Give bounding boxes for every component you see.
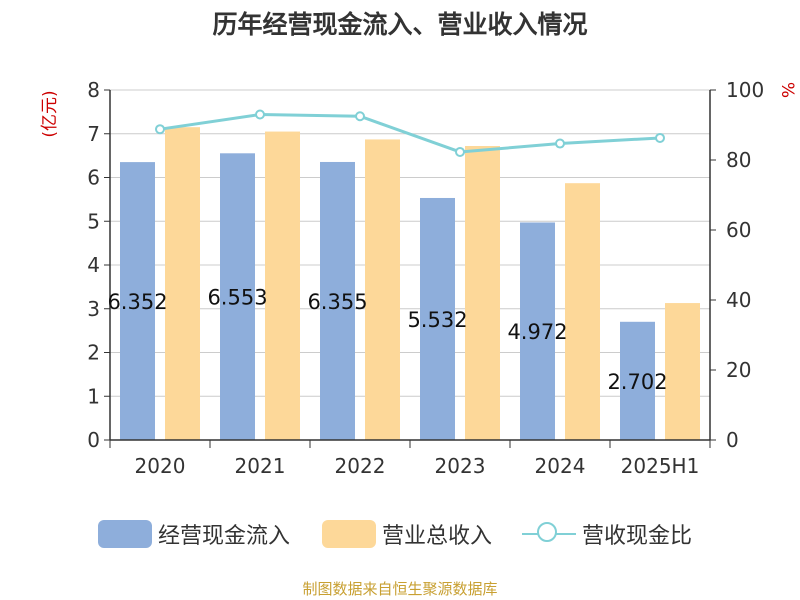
bar-cash-inflow: [220, 153, 255, 440]
source-note: 制图数据来自恒生聚源数据库: [302, 580, 498, 598]
bar-cash-inflow: [420, 197, 455, 440]
grid-lines: [110, 89, 710, 397]
data-label-cash-inflow: 4.972: [507, 320, 567, 344]
ratio-point: [655, 132, 665, 143]
legend-label-cash-inflow: 经营现金流入: [158, 524, 291, 549]
bar-revenue: [565, 183, 600, 440]
bar-cash-inflow: [320, 161, 355, 440]
ratio-line-path: [159, 112, 661, 154]
y-left-tick-label: 0: [87, 428, 100, 452]
bars: [120, 127, 700, 440]
bar-revenue: [365, 139, 400, 440]
legend-label-cash-ratio: 营收现金比: [582, 524, 693, 549]
y-right-tick-label: 80: [726, 148, 751, 172]
legend-item-cash-ratio[interactable]: 营收现金比: [522, 512, 692, 556]
chart-title: 历年经营现金流入、营业收入情况: [212, 10, 587, 39]
x-tick-label: 2020: [135, 454, 186, 478]
data-label-cash-inflow: 6.355: [307, 290, 367, 314]
bar-revenue: [665, 303, 700, 440]
y-right-tick-label: 0: [726, 428, 739, 452]
x-tick-label: 2023: [435, 454, 486, 478]
bar-revenue: [465, 146, 500, 440]
bar-cash-inflow: [520, 222, 555, 440]
bar-revenue: [265, 131, 300, 440]
legend-item-cash-inflow[interactable]: 经营现金流入: [98, 512, 290, 556]
y-right-tick-label: 40: [726, 288, 751, 312]
y-left-tick-label: 3: [87, 297, 100, 321]
legend-swatch-revenue: [322, 520, 376, 548]
y-right-tick-label: 20: [726, 358, 751, 382]
y-left-tick-label: 5: [87, 209, 100, 233]
legend-item-revenue[interactable]: 营业总收入: [322, 512, 492, 556]
data-label-cash-inflow: 2.702: [607, 370, 667, 394]
legend-label-revenue: 营业总收入: [382, 524, 493, 549]
y-left-tick-label: 2: [87, 341, 100, 365]
legend-swatch-cash-inflow: [98, 520, 152, 548]
legend: 经营现金流入 营业总收入 营收现金比: [0, 512, 800, 556]
y-left-tick-label: 6: [87, 166, 100, 190]
ratio-point: [555, 138, 565, 149]
x-tick-label: 2022: [335, 454, 386, 478]
ratio-point: [355, 111, 365, 122]
y-right-tick-label: 60: [726, 218, 751, 242]
x-tick-label: 2025H1: [621, 454, 700, 478]
y-right-tick-label: 100: [726, 78, 764, 102]
y-left-tick-label: 7: [87, 122, 100, 146]
x-tick-label: 2024: [535, 454, 586, 478]
data-labels: 6.352 6.553 6.355 5.532 4.972 2.702: [107, 286, 667, 394]
bar-cash-inflow: [620, 321, 655, 440]
ratio-point: [155, 124, 165, 135]
bar-revenue: [165, 127, 200, 440]
ratio-line: [155, 109, 665, 157]
data-label-cash-inflow: 6.352: [107, 290, 167, 314]
data-label-cash-inflow: 6.553: [207, 286, 267, 310]
ratio-point: [255, 109, 265, 120]
right-axis-unit-label: %: [777, 82, 797, 98]
left-axis-unit-label: (亿元): [40, 90, 60, 137]
y-left-tick-label: 8: [87, 78, 100, 102]
x-tick-label: 2021: [235, 454, 286, 478]
y-left-tick-label: 4: [87, 253, 100, 277]
legend-swatch-cash-ratio: [522, 520, 576, 548]
bar-cash-inflow: [120, 162, 155, 440]
y-left-tick-label: 1: [87, 384, 100, 408]
data-label-cash-inflow: 5.532: [407, 308, 467, 332]
ratio-point: [455, 146, 465, 157]
